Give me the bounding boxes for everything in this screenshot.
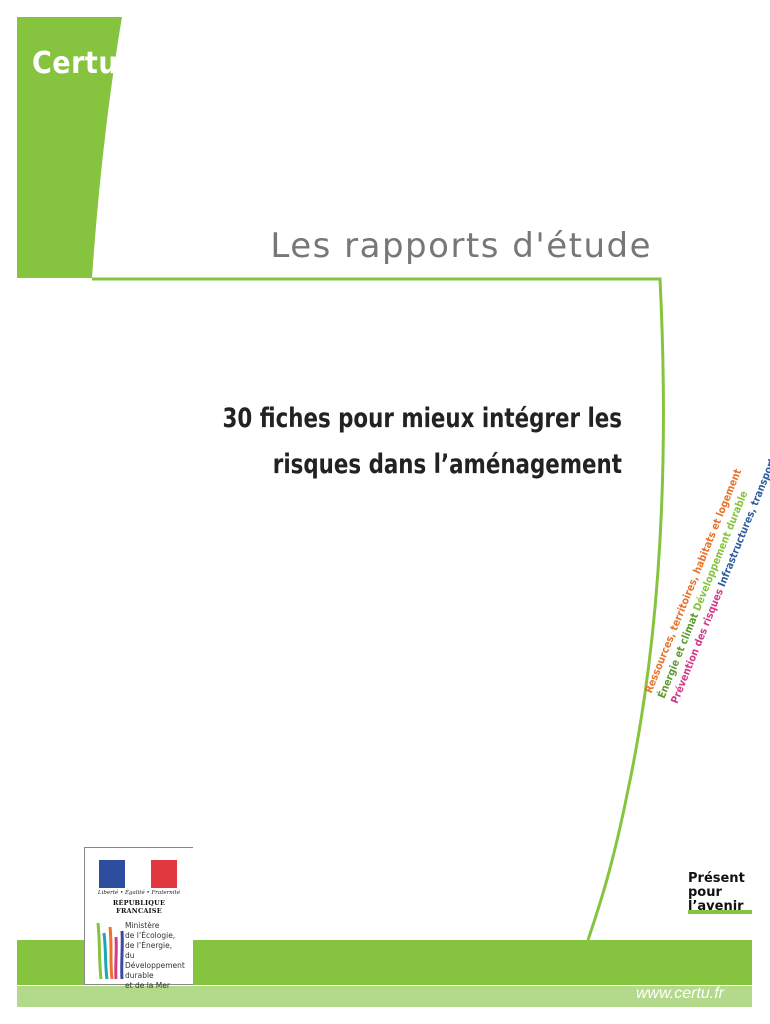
cover-frame-line (92, 277, 665, 941)
report-title-line-2: risques dans l’aménagement (272, 449, 622, 480)
brand-logo-text: Certu (32, 46, 119, 81)
republic-name: RÉPUBLIQUE FRANÇAISE (112, 899, 166, 915)
brand-band (17, 17, 122, 278)
ministry-line: durable (125, 971, 154, 980)
bottom-band-light (17, 986, 752, 1007)
ministry-lines-icon (96, 922, 124, 980)
ministry-name: Ministère de l’Écologie, de l’Énergie, d… (125, 921, 191, 991)
republique-francaise-logo: Liberté • Égalité • Fraternité RÉPUBLIQU… (84, 847, 193, 915)
republic-motto: Liberté • Égalité • Fraternité (97, 890, 181, 896)
website-link[interactable]: www.certu.fr (635, 985, 724, 1002)
motto-underline (688, 910, 752, 914)
ministry-line: du Développement (125, 951, 185, 970)
motto-line-2: pour (688, 885, 722, 900)
ministry-line: Ministère (125, 921, 160, 930)
motto: Présent pour l’avenir (688, 872, 745, 914)
motto-line-1: Présent (688, 871, 745, 886)
marianne-flag-icon (99, 860, 177, 888)
ministry-line: de l’Énergie, (125, 941, 173, 950)
ministry-line: et de la Mer (125, 981, 170, 990)
ministry-line: de l’Écologie, (125, 931, 176, 940)
report-title-line-1: 30 fiches pour mieux intégrer les (222, 403, 622, 434)
series-title: Les rapports d'étude (270, 226, 652, 266)
ministry-logo: Ministère de l’Écologie, de l’Énergie, d… (84, 913, 193, 990)
report-title: 30 fiches pour mieux intégrer les risque… (217, 396, 622, 488)
